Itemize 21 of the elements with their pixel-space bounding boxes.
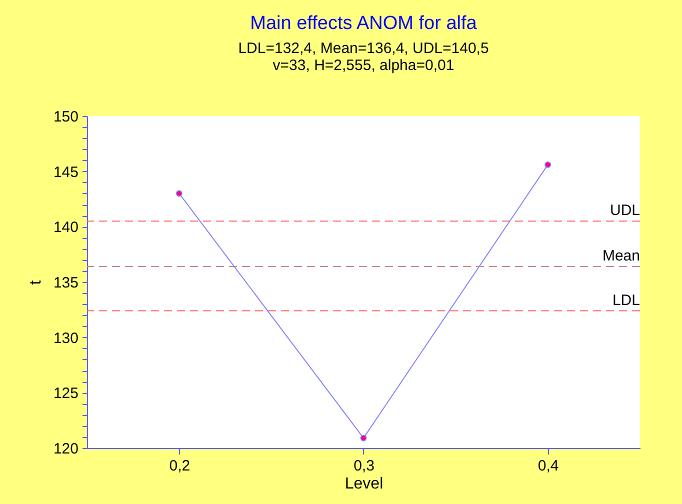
text: v=33, H=2,555, alpha=0,01 (272, 57, 454, 74)
y-axis-title: t (27, 280, 44, 285)
point (176, 190, 182, 197)
y-tick-label: 150 (53, 108, 78, 126)
x-tick-label: 0,3 (354, 458, 374, 474)
chart-title: Main effects ANOM for alfa (250, 13, 478, 34)
point (360, 434, 367, 442)
x-axis-title: Level (344, 476, 384, 492)
y-tick-label: 135 (53, 274, 78, 292)
ref-line-label: LDL (612, 292, 640, 309)
x-tick-label: 0,2 (169, 458, 190, 474)
y-tick-label: 140 (53, 219, 78, 236)
y-tick-label: 145 (53, 164, 78, 181)
x-tick-label: 0,4 (538, 458, 559, 474)
text: LDL=132,4, Mean=136,4, UDL=140,5 (238, 40, 489, 57)
ref-line-label: UDL (610, 202, 640, 220)
point (544, 161, 552, 168)
ref-line-label: Mean (602, 248, 640, 265)
y-tick-label: 130 (53, 330, 78, 347)
y-tick-label: 120 (53, 440, 78, 458)
y-tick-label: 125 (53, 385, 78, 402)
